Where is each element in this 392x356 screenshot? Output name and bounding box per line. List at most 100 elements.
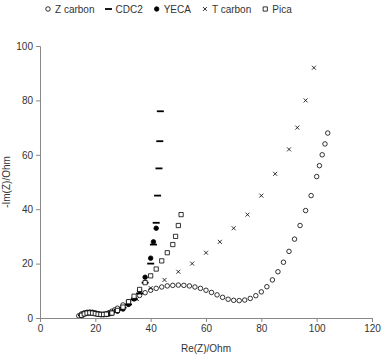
point (165, 251, 169, 255)
tick: 80 (22, 95, 40, 106)
point (151, 240, 156, 245)
point (231, 298, 236, 303)
tick-label: 100 (16, 41, 33, 52)
point (149, 274, 153, 278)
point (198, 286, 203, 291)
point (259, 290, 264, 295)
point (292, 237, 297, 242)
tick-label: 100 (309, 323, 326, 334)
point (287, 249, 292, 254)
point (270, 278, 275, 283)
point (104, 311, 109, 316)
point (287, 147, 291, 151)
point (309, 193, 314, 198)
axis-line (41, 319, 373, 323)
legend-symbol (154, 7, 159, 12)
tick-mark (151, 318, 152, 322)
point (104, 312, 109, 317)
point (254, 293, 259, 298)
point (121, 305, 125, 309)
tick-label: 20 (22, 258, 34, 269)
tick: 60 (22, 150, 40, 161)
point (154, 267, 158, 271)
tick: 100 (309, 318, 326, 334)
point (314, 174, 319, 179)
point (148, 256, 153, 261)
point (226, 297, 231, 302)
point (182, 283, 187, 288)
point (132, 294, 136, 298)
point (303, 208, 308, 213)
point (325, 131, 330, 136)
tick-mark (36, 100, 40, 101)
point (160, 259, 164, 263)
point (154, 195, 161, 197)
point (176, 283, 181, 288)
point (246, 213, 250, 217)
series (76, 131, 330, 318)
legend-item: T carbon (203, 4, 251, 15)
legend-symbol (46, 7, 51, 12)
point (259, 194, 263, 198)
series (79, 213, 183, 318)
series (78, 111, 164, 315)
marks (76, 66, 330, 318)
tick-label: 60 (22, 150, 34, 161)
legend: Z carbonCDC2YECAT carbonPica (46, 4, 292, 15)
point (126, 300, 130, 304)
point (320, 153, 325, 158)
point (156, 140, 163, 142)
legend-label: Pica (272, 4, 292, 15)
point (193, 285, 198, 290)
tick-mark (95, 318, 96, 322)
point (215, 293, 220, 298)
point (110, 311, 115, 316)
point (115, 308, 119, 312)
tick-mark (36, 318, 40, 319)
point (204, 251, 208, 255)
tick: 0 (38, 318, 44, 334)
tick-label: 80 (256, 323, 268, 334)
legend-label: CDC2 (115, 4, 143, 15)
point (173, 234, 177, 238)
point (171, 242, 175, 246)
legend-label: T carbon (212, 4, 251, 15)
point (204, 288, 209, 293)
point (232, 226, 236, 230)
tick: 60 (201, 318, 213, 334)
point (137, 287, 141, 291)
point (163, 278, 167, 282)
tick-mark (206, 318, 207, 322)
tick: 20 (22, 258, 40, 269)
legend-symbol (105, 8, 112, 10)
point (126, 299, 131, 304)
tick-mark (372, 318, 373, 322)
legend-symbol (203, 7, 207, 11)
tick-mark (261, 318, 262, 322)
tick: 20 (90, 318, 102, 334)
tick-mark (36, 209, 40, 210)
point (143, 290, 148, 295)
point (171, 283, 176, 288)
tick-mark (36, 46, 40, 47)
point (154, 226, 159, 231)
point (237, 298, 242, 303)
point (179, 213, 183, 217)
tick-label: 0 (38, 323, 44, 334)
tick: 40 (22, 204, 40, 215)
tick-label: 0 (27, 313, 33, 324)
tick: 120 (364, 318, 381, 334)
point (159, 285, 164, 290)
tick-label: 40 (146, 323, 158, 334)
legend-item: YECA (154, 4, 191, 15)
point (248, 296, 253, 301)
point (281, 260, 286, 265)
tick: 40 (146, 318, 158, 334)
tick: 80 (256, 318, 268, 334)
point (220, 295, 225, 300)
point (176, 223, 180, 227)
tick-label: 20 (90, 323, 102, 334)
point (190, 262, 194, 266)
x-axis: 0 20 40 60 80 100 120 (38, 318, 382, 334)
legend-label: YECA (164, 4, 192, 15)
